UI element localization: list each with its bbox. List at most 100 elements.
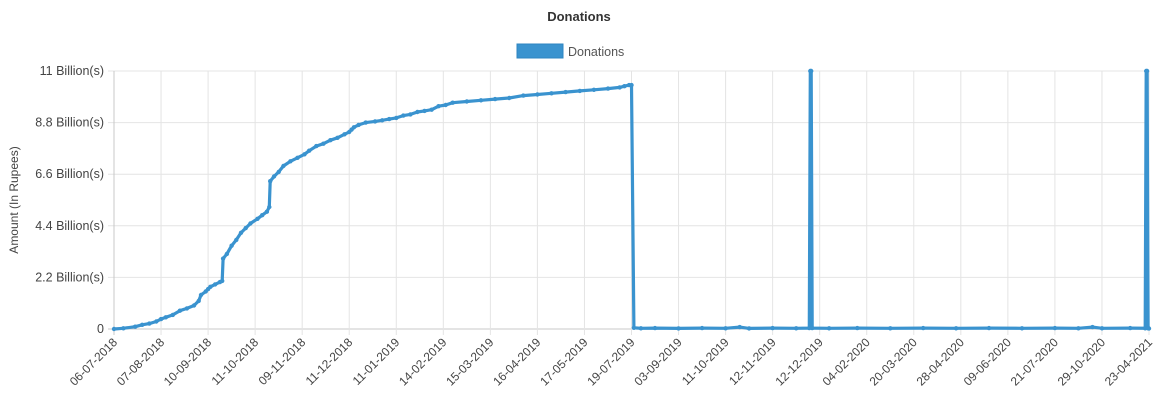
data-point[interactable] bbox=[268, 179, 273, 184]
data-point[interactable] bbox=[234, 237, 239, 243]
data-point[interactable] bbox=[921, 325, 926, 331]
data-point[interactable] bbox=[307, 148, 312, 153]
data-point[interactable] bbox=[1019, 326, 1025, 331]
data-point[interactable] bbox=[208, 284, 213, 289]
data-point[interactable] bbox=[335, 135, 340, 140]
data-point[interactable] bbox=[605, 86, 611, 91]
data-point[interactable] bbox=[264, 209, 270, 214]
data-point[interactable] bbox=[154, 319, 159, 324]
data-point[interactable] bbox=[450, 100, 455, 105]
data-point[interactable] bbox=[276, 169, 281, 175]
data-point[interactable] bbox=[617, 85, 622, 90]
data-point[interactable] bbox=[563, 89, 568, 95]
data-point[interactable] bbox=[549, 91, 554, 96]
data-point[interactable] bbox=[492, 96, 498, 102]
data-point[interactable] bbox=[177, 308, 183, 313]
data-point[interactable] bbox=[191, 303, 197, 308]
data-point[interactable] bbox=[328, 138, 333, 143]
data-point[interactable] bbox=[770, 325, 775, 331]
data-point[interactable] bbox=[198, 292, 204, 298]
data-point[interactable] bbox=[699, 325, 705, 331]
x-tick-label: 21-07-2020 bbox=[1008, 335, 1062, 389]
data-point[interactable] bbox=[436, 104, 441, 109]
data-point[interactable] bbox=[464, 99, 469, 104]
data-point[interactable] bbox=[855, 325, 860, 331]
data-point[interactable] bbox=[260, 213, 265, 218]
data-point[interactable] bbox=[184, 306, 190, 311]
data-point[interactable] bbox=[224, 251, 230, 257]
data-point[interactable] bbox=[507, 95, 512, 101]
data-point[interactable] bbox=[622, 84, 627, 89]
data-point[interactable] bbox=[220, 278, 225, 284]
data-point[interactable] bbox=[243, 225, 248, 231]
data-point[interactable] bbox=[140, 322, 145, 327]
data-point[interactable] bbox=[478, 98, 484, 103]
data-point[interactable] bbox=[121, 326, 126, 331]
data-point[interactable] bbox=[422, 108, 427, 114]
data-point[interactable] bbox=[1099, 326, 1105, 331]
data-point[interactable] bbox=[810, 325, 815, 331]
data-point[interactable] bbox=[295, 155, 300, 160]
data-point[interactable] bbox=[321, 141, 326, 146]
legend-label: Donations bbox=[568, 45, 624, 59]
data-point[interactable] bbox=[676, 326, 681, 331]
data-point[interactable] bbox=[394, 115, 399, 121]
data-point[interactable] bbox=[111, 326, 117, 332]
data-point[interactable] bbox=[535, 92, 540, 97]
data-point[interactable] bbox=[629, 82, 634, 88]
data-point[interactable] bbox=[356, 122, 361, 128]
data-point[interactable] bbox=[1052, 325, 1058, 331]
data-point[interactable] bbox=[281, 163, 286, 169]
data-point[interactable] bbox=[158, 316, 164, 322]
data-point[interactable] bbox=[737, 324, 742, 330]
data-point[interactable] bbox=[147, 321, 152, 326]
data-point[interactable] bbox=[238, 230, 244, 235]
data-point[interactable] bbox=[591, 87, 597, 93]
data-point[interactable] bbox=[408, 112, 413, 117]
data-point[interactable] bbox=[212, 282, 218, 287]
data-point[interactable] bbox=[443, 102, 448, 108]
data-point[interactable] bbox=[372, 119, 378, 124]
data-point[interactable] bbox=[429, 107, 434, 112]
data-point[interactable] bbox=[1076, 326, 1081, 331]
data-point[interactable] bbox=[133, 324, 138, 329]
data-point[interactable] bbox=[888, 326, 893, 331]
data-point[interactable] bbox=[170, 312, 175, 318]
legend[interactable]: Donations bbox=[516, 43, 624, 59]
data-point[interactable] bbox=[986, 325, 992, 331]
data-point[interactable] bbox=[220, 256, 226, 261]
data-point[interactable] bbox=[638, 326, 644, 331]
data-point[interactable] bbox=[809, 68, 814, 74]
data-point[interactable] bbox=[723, 326, 728, 331]
data-point[interactable] bbox=[380, 118, 385, 123]
data-point[interactable] bbox=[746, 326, 752, 331]
data-point[interactable] bbox=[288, 159, 293, 164]
data-point[interactable] bbox=[302, 152, 307, 157]
data-point[interactable] bbox=[953, 326, 959, 331]
data-point[interactable] bbox=[577, 88, 582, 94]
data-point[interactable] bbox=[342, 132, 347, 137]
data-point[interactable] bbox=[163, 315, 168, 320]
data-point[interactable] bbox=[826, 326, 832, 331]
data-point[interactable] bbox=[271, 174, 277, 179]
data-point[interactable] bbox=[387, 116, 392, 122]
data-point[interactable] bbox=[401, 113, 406, 118]
data-point[interactable] bbox=[1090, 324, 1095, 330]
data-point[interactable] bbox=[229, 243, 234, 248]
data-point[interactable] bbox=[1144, 68, 1150, 74]
data-point[interactable] bbox=[521, 93, 526, 98]
data-point[interactable] bbox=[794, 326, 799, 331]
data-point[interactable] bbox=[363, 120, 368, 125]
data-point[interactable] bbox=[267, 204, 272, 210]
data-point[interactable] bbox=[255, 216, 260, 221]
data-point[interactable] bbox=[631, 325, 637, 330]
data-point[interactable] bbox=[314, 143, 319, 149]
data-point[interactable] bbox=[652, 325, 658, 331]
data-point[interactable] bbox=[1146, 326, 1152, 331]
data-point[interactable] bbox=[415, 109, 420, 115]
data-point[interactable] bbox=[1128, 325, 1133, 331]
data-point[interactable] bbox=[248, 221, 253, 226]
data-point[interactable] bbox=[351, 125, 357, 130]
data-point[interactable] bbox=[196, 298, 201, 304]
